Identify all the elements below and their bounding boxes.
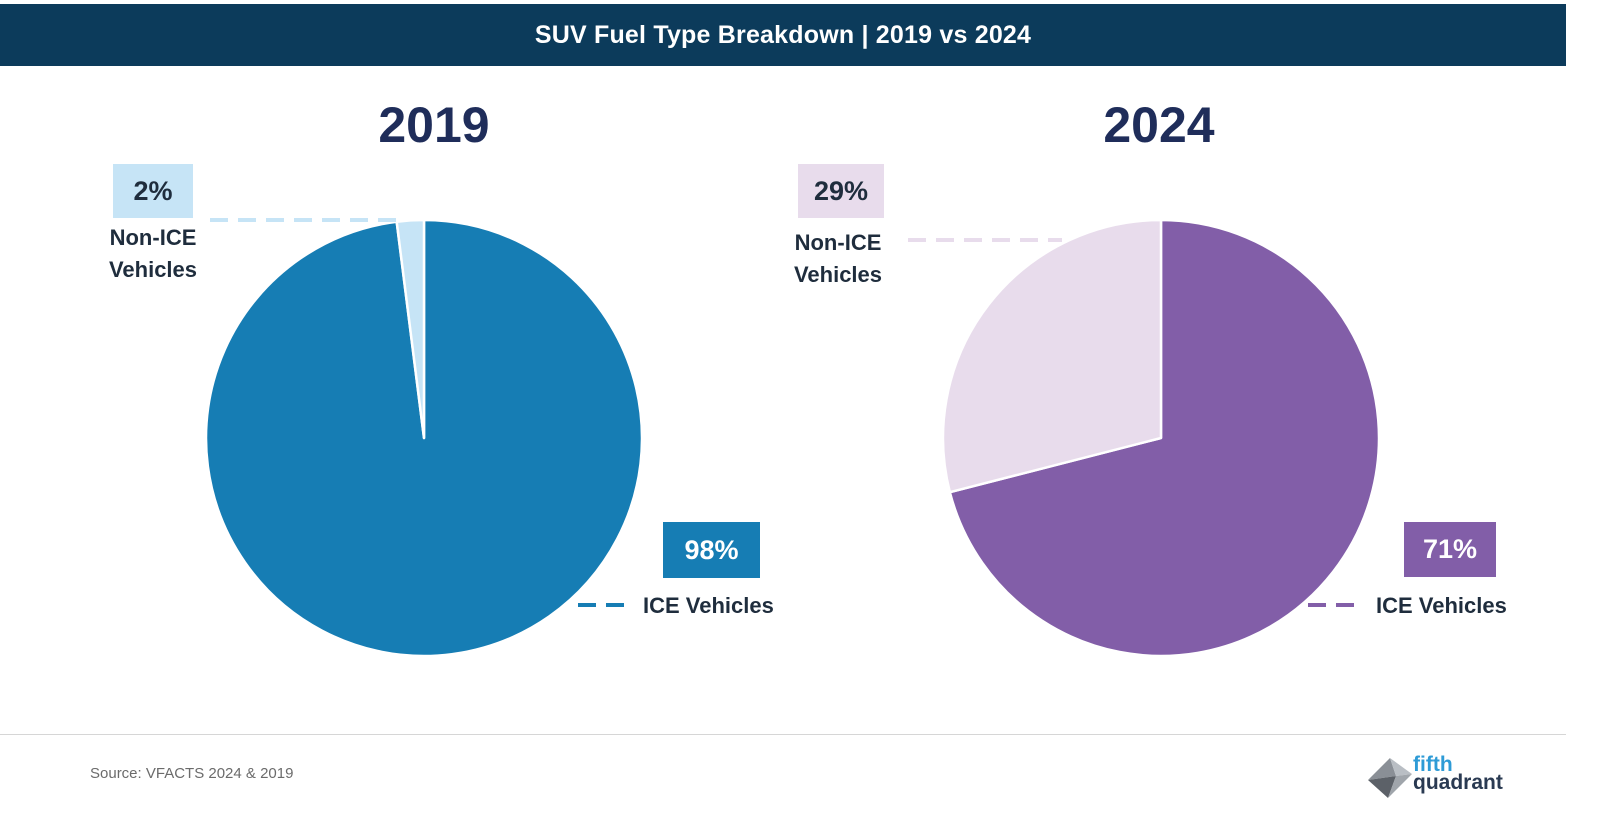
category-label-2019-ice: ICE Vehicles (643, 593, 774, 618)
data-label-2019-non-ice: 2% (113, 164, 193, 218)
chart-header: SUV Fuel Type Breakdown | 2019 vs 2024 (0, 4, 1566, 66)
category-label-2024-ice: ICE Vehicles (1376, 593, 1507, 618)
category-label-2019-non-ice: Non-ICE Vehicles (93, 222, 213, 286)
pie-slice-2024-ice-vehicles (948, 218, 1381, 658)
category-label-line2: Vehicles (108, 257, 198, 282)
pie-slice-2019-non-ice-vehicles (395, 218, 426, 440)
pie-title-2024: 2024 (1103, 97, 1215, 153)
pie-title-2019: 2019 (378, 97, 490, 153)
chart-header-title: SUV Fuel Type Breakdown | 2019 vs 2024 (534, 20, 1032, 49)
pie-2024 (941, 218, 1381, 658)
pie-2019 (204, 218, 644, 658)
fifth-quadrant-logo-icon (1368, 758, 1412, 798)
pie-slice-2024-non-ice-vehicles (941, 218, 1163, 494)
category-label-line1: Non-ICE (109, 225, 197, 250)
data-label-2024-non-ice: 29% (798, 164, 884, 218)
logo-line1: fifth (1413, 753, 1453, 776)
source-note: Source: VFACTS 2024 & 2019 (90, 765, 294, 782)
data-label-2019-ice: 98% (663, 522, 760, 578)
category-label-line2: Vehicles (793, 262, 883, 287)
category-label-2024-non-ice: Non-ICE Vehicles (778, 227, 898, 291)
data-label-2024-ice: 71% (1404, 522, 1496, 577)
category-label-line1: Non-ICE (794, 230, 882, 255)
footer-divider (0, 734, 1566, 735)
logo-wordmark: fifth quadrant (1413, 753, 1503, 794)
logo-line2: quadrant (1413, 771, 1503, 794)
